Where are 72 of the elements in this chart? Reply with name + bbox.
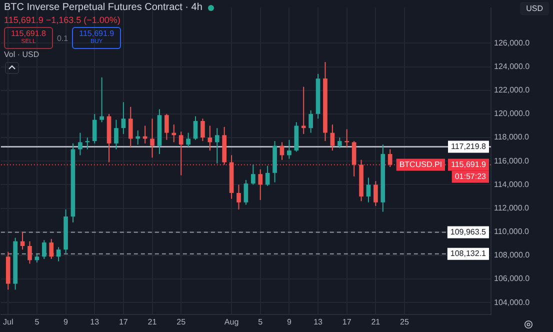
candlestick	[287, 139, 292, 160]
candlestick	[28, 240, 32, 264]
candlestick	[214, 128, 220, 164]
y-tick-label: 118,000.0	[494, 132, 530, 142]
y-tick-label: 124,000.0	[494, 62, 530, 71]
candlestick	[56, 246, 61, 262]
annotation: 115,691.9	[79, 29, 114, 38]
y-tick-label: 126,000.0	[494, 38, 530, 48]
candlestick	[374, 180, 378, 206]
candlestick	[330, 124, 335, 151]
x-tick-label: 21	[148, 317, 158, 326]
x-tick-label: 5	[34, 317, 40, 326]
candlestick	[186, 132, 190, 148]
ref-line-label: 109,963.5	[450, 227, 487, 236]
candlestick	[85, 137, 90, 150]
candlestick	[114, 119, 118, 150]
ref-line-label: 115,691.9	[451, 160, 487, 169]
ref-line-label: 117,219.8	[451, 142, 487, 151]
annotation: Vol · USD	[4, 50, 40, 59]
candlestick	[337, 137, 342, 149]
y-tick-label: 104,000.0	[494, 298, 530, 307]
x-tick-label: Jul	[2, 317, 14, 326]
x-tick-label: 25	[176, 317, 186, 326]
annotation: 01:57:23	[454, 172, 487, 181]
candlestick	[200, 118, 205, 142]
y-tick-label: 122,000.0	[494, 86, 530, 95]
x-tick-label: 9	[64, 317, 69, 326]
x-tick-label: 13	[90, 317, 100, 326]
x-tick-label: 9	[286, 317, 292, 326]
candlestick	[49, 238, 54, 260]
candlestick	[366, 177, 371, 203]
x-tick-label: 13	[314, 317, 324, 326]
text: 115,691.9 −1,163.5 (−1.00%)	[4, 15, 120, 25]
candlestick	[236, 184, 241, 210]
candlestick	[150, 118, 154, 158]
y-tick-label: 110,000.0	[494, 227, 530, 236]
candlestick	[100, 76, 104, 123]
candlestick	[308, 110, 313, 134]
y-tick-label: 108,000.0	[494, 250, 530, 260]
x-tick-label: Aug	[224, 317, 239, 326]
candlestick	[178, 131, 184, 176]
candlestick	[301, 86, 306, 134]
x-tick-label: 21	[371, 317, 381, 326]
candlestick	[388, 148, 392, 168]
candlestick	[344, 128, 350, 148]
x-tick-label: 17	[342, 317, 352, 326]
y-tick-label: 120,000.0	[494, 109, 530, 118]
y-tick-label: 116,000.0	[494, 156, 530, 166]
ref-line-label: 108,132.1	[450, 249, 487, 258]
candlestick	[121, 102, 126, 134]
x-tick-label: 17	[118, 317, 128, 326]
text: USD	[526, 4, 543, 13]
annotation: 115,691.8	[11, 29, 46, 38]
candlestick	[42, 240, 46, 260]
candlestick	[251, 164, 256, 186]
candlestick	[265, 165, 270, 186]
y-tick-label: 112,000.0	[494, 203, 530, 212]
candlestick	[92, 113, 97, 144]
annotation: BTCUSD.PI	[399, 160, 442, 169]
x-tick-label: 5	[258, 317, 264, 326]
chart-title: BTC Inverse Perpetual Futures Contract · 4h	[4, 2, 202, 13]
candlestick	[128, 106, 133, 148]
candlestick	[258, 168, 263, 201]
candlestick	[352, 140, 356, 177]
y-tick-label: 114,000.0	[494, 180, 530, 189]
x-tick-label: 25	[400, 317, 410, 326]
annotation: 0.1	[57, 34, 68, 42]
candlestick	[193, 116, 198, 140]
candlestick	[78, 132, 82, 156]
candlestick	[164, 113, 169, 140]
y-tick-label: 106,000.0	[494, 274, 530, 284]
candlestick	[244, 179, 248, 206]
